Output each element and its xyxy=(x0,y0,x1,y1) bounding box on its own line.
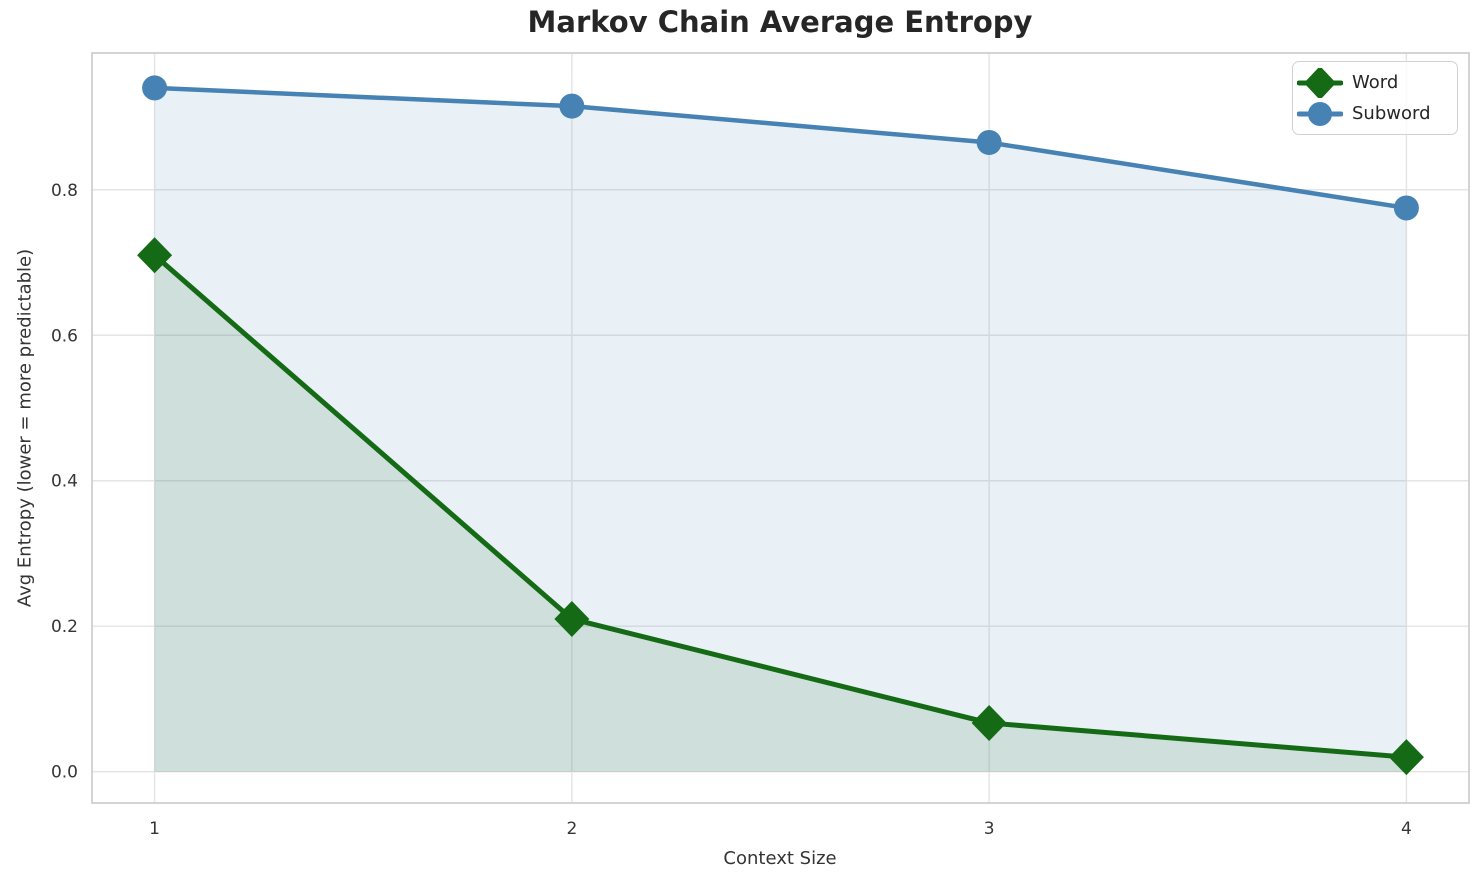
subword-marker xyxy=(976,129,1002,155)
y-tick-label: 0.2 xyxy=(51,617,78,637)
word-diamond-marker-icon xyxy=(1297,67,1343,98)
legend-item-subword: Subword xyxy=(1297,98,1447,129)
legend-label-subword: Subword xyxy=(1352,103,1431,124)
x-tick-label: 1 xyxy=(149,819,160,839)
x-tick-label: 4 xyxy=(1401,819,1412,839)
axes-spines xyxy=(91,52,1470,804)
word-line xyxy=(152,252,1409,760)
legend-label-word: Word xyxy=(1352,72,1399,93)
word-marker xyxy=(1388,739,1424,776)
subword-marker xyxy=(1393,195,1419,221)
subword-marker xyxy=(559,93,585,119)
y-tick-label: 0.0 xyxy=(51,763,78,783)
word-marker xyxy=(971,704,1007,741)
subword-marker xyxy=(142,75,168,101)
x-tick-label: 2 xyxy=(566,819,577,839)
x-tick-label: 3 xyxy=(984,819,995,839)
word-area-fill xyxy=(154,255,1407,772)
word-marker xyxy=(137,237,173,274)
subword-line xyxy=(152,85,1409,211)
subword-area-fill xyxy=(154,87,1407,772)
chart-title: Markov Chain Average Entropy xyxy=(527,5,1033,39)
y-tick-label: 0.6 xyxy=(51,326,78,346)
x-axis-label: Context Size xyxy=(723,848,837,869)
y-axis-label: Avg Entropy (lower = more predictable) xyxy=(14,248,36,608)
y-tick-label: 0.8 xyxy=(51,181,78,201)
legend-item-word: Word xyxy=(1297,67,1447,98)
legend: Word Subword xyxy=(1292,61,1458,135)
word-marker xyxy=(554,600,590,637)
subword-circle-marker-icon xyxy=(1297,101,1343,126)
y-tick-label: 0.4 xyxy=(51,472,78,492)
